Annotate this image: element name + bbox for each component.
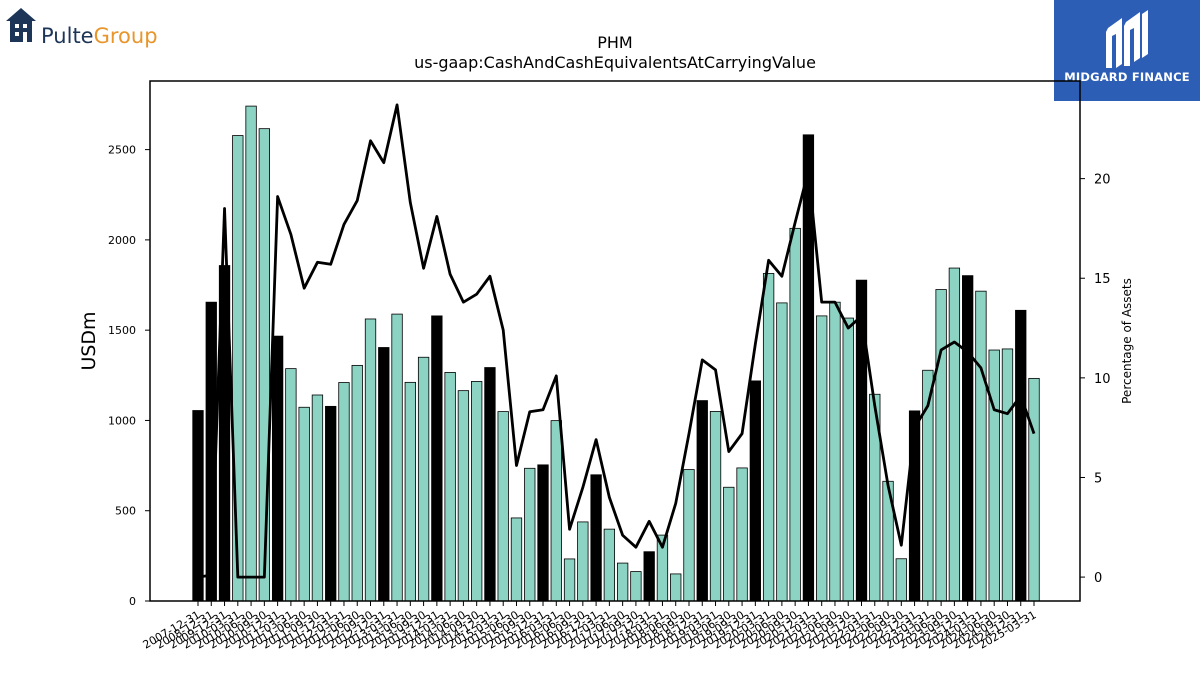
bar-2018-09-30 (683, 469, 695, 602)
y2-tick-label: 10 (1094, 372, 1111, 387)
bar-2010-12-31 (271, 335, 284, 602)
bar-2010-03-31 (232, 135, 244, 602)
bar-2017-03-31 (603, 528, 616, 602)
bar-series (192, 105, 1040, 602)
bar-2015-06-30 (510, 517, 523, 602)
pultegroup-logo: PulteGroup (6, 6, 158, 48)
bar-2019-12-31 (749, 380, 761, 602)
bar-2017-06-30 (616, 562, 629, 602)
bar-2014-06-30 (457, 390, 470, 602)
bar-2011-09-30 (311, 394, 324, 602)
bar-2016-09-30 (577, 521, 589, 602)
bar-2012-03-31 (338, 382, 350, 602)
bar-2015-09-30 (524, 467, 536, 602)
bar-2013-12-31 (431, 315, 443, 602)
y-tick-label: 2000 (108, 234, 136, 247)
bar-2021-03-31 (816, 315, 828, 602)
plot-frame (149, 80, 1081, 602)
y2-tick-label: 20 (1094, 173, 1111, 188)
bar-2020-06-30 (776, 302, 788, 602)
bar-2013-06-30 (404, 381, 416, 602)
bar-2024-03-31 (975, 290, 987, 602)
y-axis-left: 0 500 1000 1500 2000 2500 (108, 144, 150, 608)
bar-2010-06-30 (245, 105, 257, 602)
y-tick-label: 500 (115, 505, 136, 518)
bar-2011-06-30 (298, 406, 310, 602)
bar-2023-06-30 (935, 289, 947, 602)
publisher-name: MIDGARD FINANCE (1064, 70, 1190, 84)
bar-2014-12-31 (484, 367, 496, 602)
bar-2014-03-31 (444, 372, 456, 602)
bar-2016-03-31 (550, 420, 562, 602)
bar-2020-03-31 (762, 273, 775, 602)
bar-2007-12-31 (192, 410, 204, 602)
bar-2019-06-30 (723, 486, 735, 602)
bar-2022-09-30 (895, 558, 907, 602)
bar-2021-06-30 (829, 301, 841, 602)
bar-2021-09-30 (842, 317, 854, 602)
bar-2017-09-30 (630, 571, 642, 602)
bar-2017-12-31 (643, 551, 655, 602)
y2-tick-label: 15 (1094, 272, 1111, 287)
bar-2024-06-30 (988, 349, 1000, 602)
midgard-mark-icon (1106, 10, 1148, 68)
bar-2024-12-31 (1015, 309, 1027, 602)
y-tick-label: 1000 (108, 414, 136, 427)
bar-2023-09-30 (948, 267, 961, 602)
bar-2013-09-30 (417, 356, 430, 602)
bar-2012-06-30 (351, 364, 363, 602)
bar-2021-12-31 (855, 279, 868, 602)
bar-2023-12-31 (962, 275, 974, 602)
bar-2016-06-30 (563, 558, 576, 602)
bar-2012-09-30 (364, 318, 377, 602)
bar-2012-12-31 (378, 347, 390, 602)
company-name-part2: Group (93, 24, 158, 48)
bar-2019-09-30 (736, 467, 748, 602)
chart-title: PHM (597, 33, 632, 52)
house-icon (6, 8, 36, 42)
bar-2015-03-31 (497, 411, 509, 602)
y-axis-label: USDm (78, 311, 100, 370)
company-name: PulteGroup (41, 24, 158, 48)
bar-2013-03-31 (391, 313, 403, 602)
y-tick-label: 1500 (108, 324, 136, 337)
chart-subtitle: us-gaap:CashAndCashEquivalentsAtCarrying… (414, 53, 816, 72)
bar-2018-12-31 (696, 400, 708, 602)
y-tick-label: 0 (129, 595, 136, 608)
bar-2024-09-30 (1001, 348, 1014, 602)
y-tick-label: 2500 (108, 144, 136, 157)
midgard-finance-logo: MIDGARD FINANCE (1054, 0, 1200, 101)
pct-of-assets-line (197, 103, 1036, 579)
bar-2016-12-31 (590, 474, 602, 602)
y2-tick-label: 0 (1094, 571, 1102, 586)
x-axis: 2007-12-312008-12-312009-12-312010-03-31… (141, 601, 1039, 652)
bar-2011-12-31 (325, 405, 337, 602)
bar-2010-09-30 (258, 128, 271, 602)
bar-2018-06-30 (670, 573, 682, 602)
bar-2020-09-30 (789, 227, 801, 602)
percentage-line-series (197, 103, 1036, 579)
company-name-part1: Pulte (41, 24, 94, 48)
bar-2015-12-31 (537, 464, 549, 602)
y2-axis-label: Percentage of Assets (1120, 278, 1134, 404)
bar-2014-09-30 (471, 381, 483, 602)
y-axis-right: 0 5 10 15 20 (1080, 173, 1111, 586)
bar-2011-03-31 (285, 368, 297, 602)
bar-2025-03-31 (1028, 377, 1040, 602)
y2-tick-label: 5 (1094, 471, 1102, 486)
bar-2019-03-31 (709, 411, 722, 602)
